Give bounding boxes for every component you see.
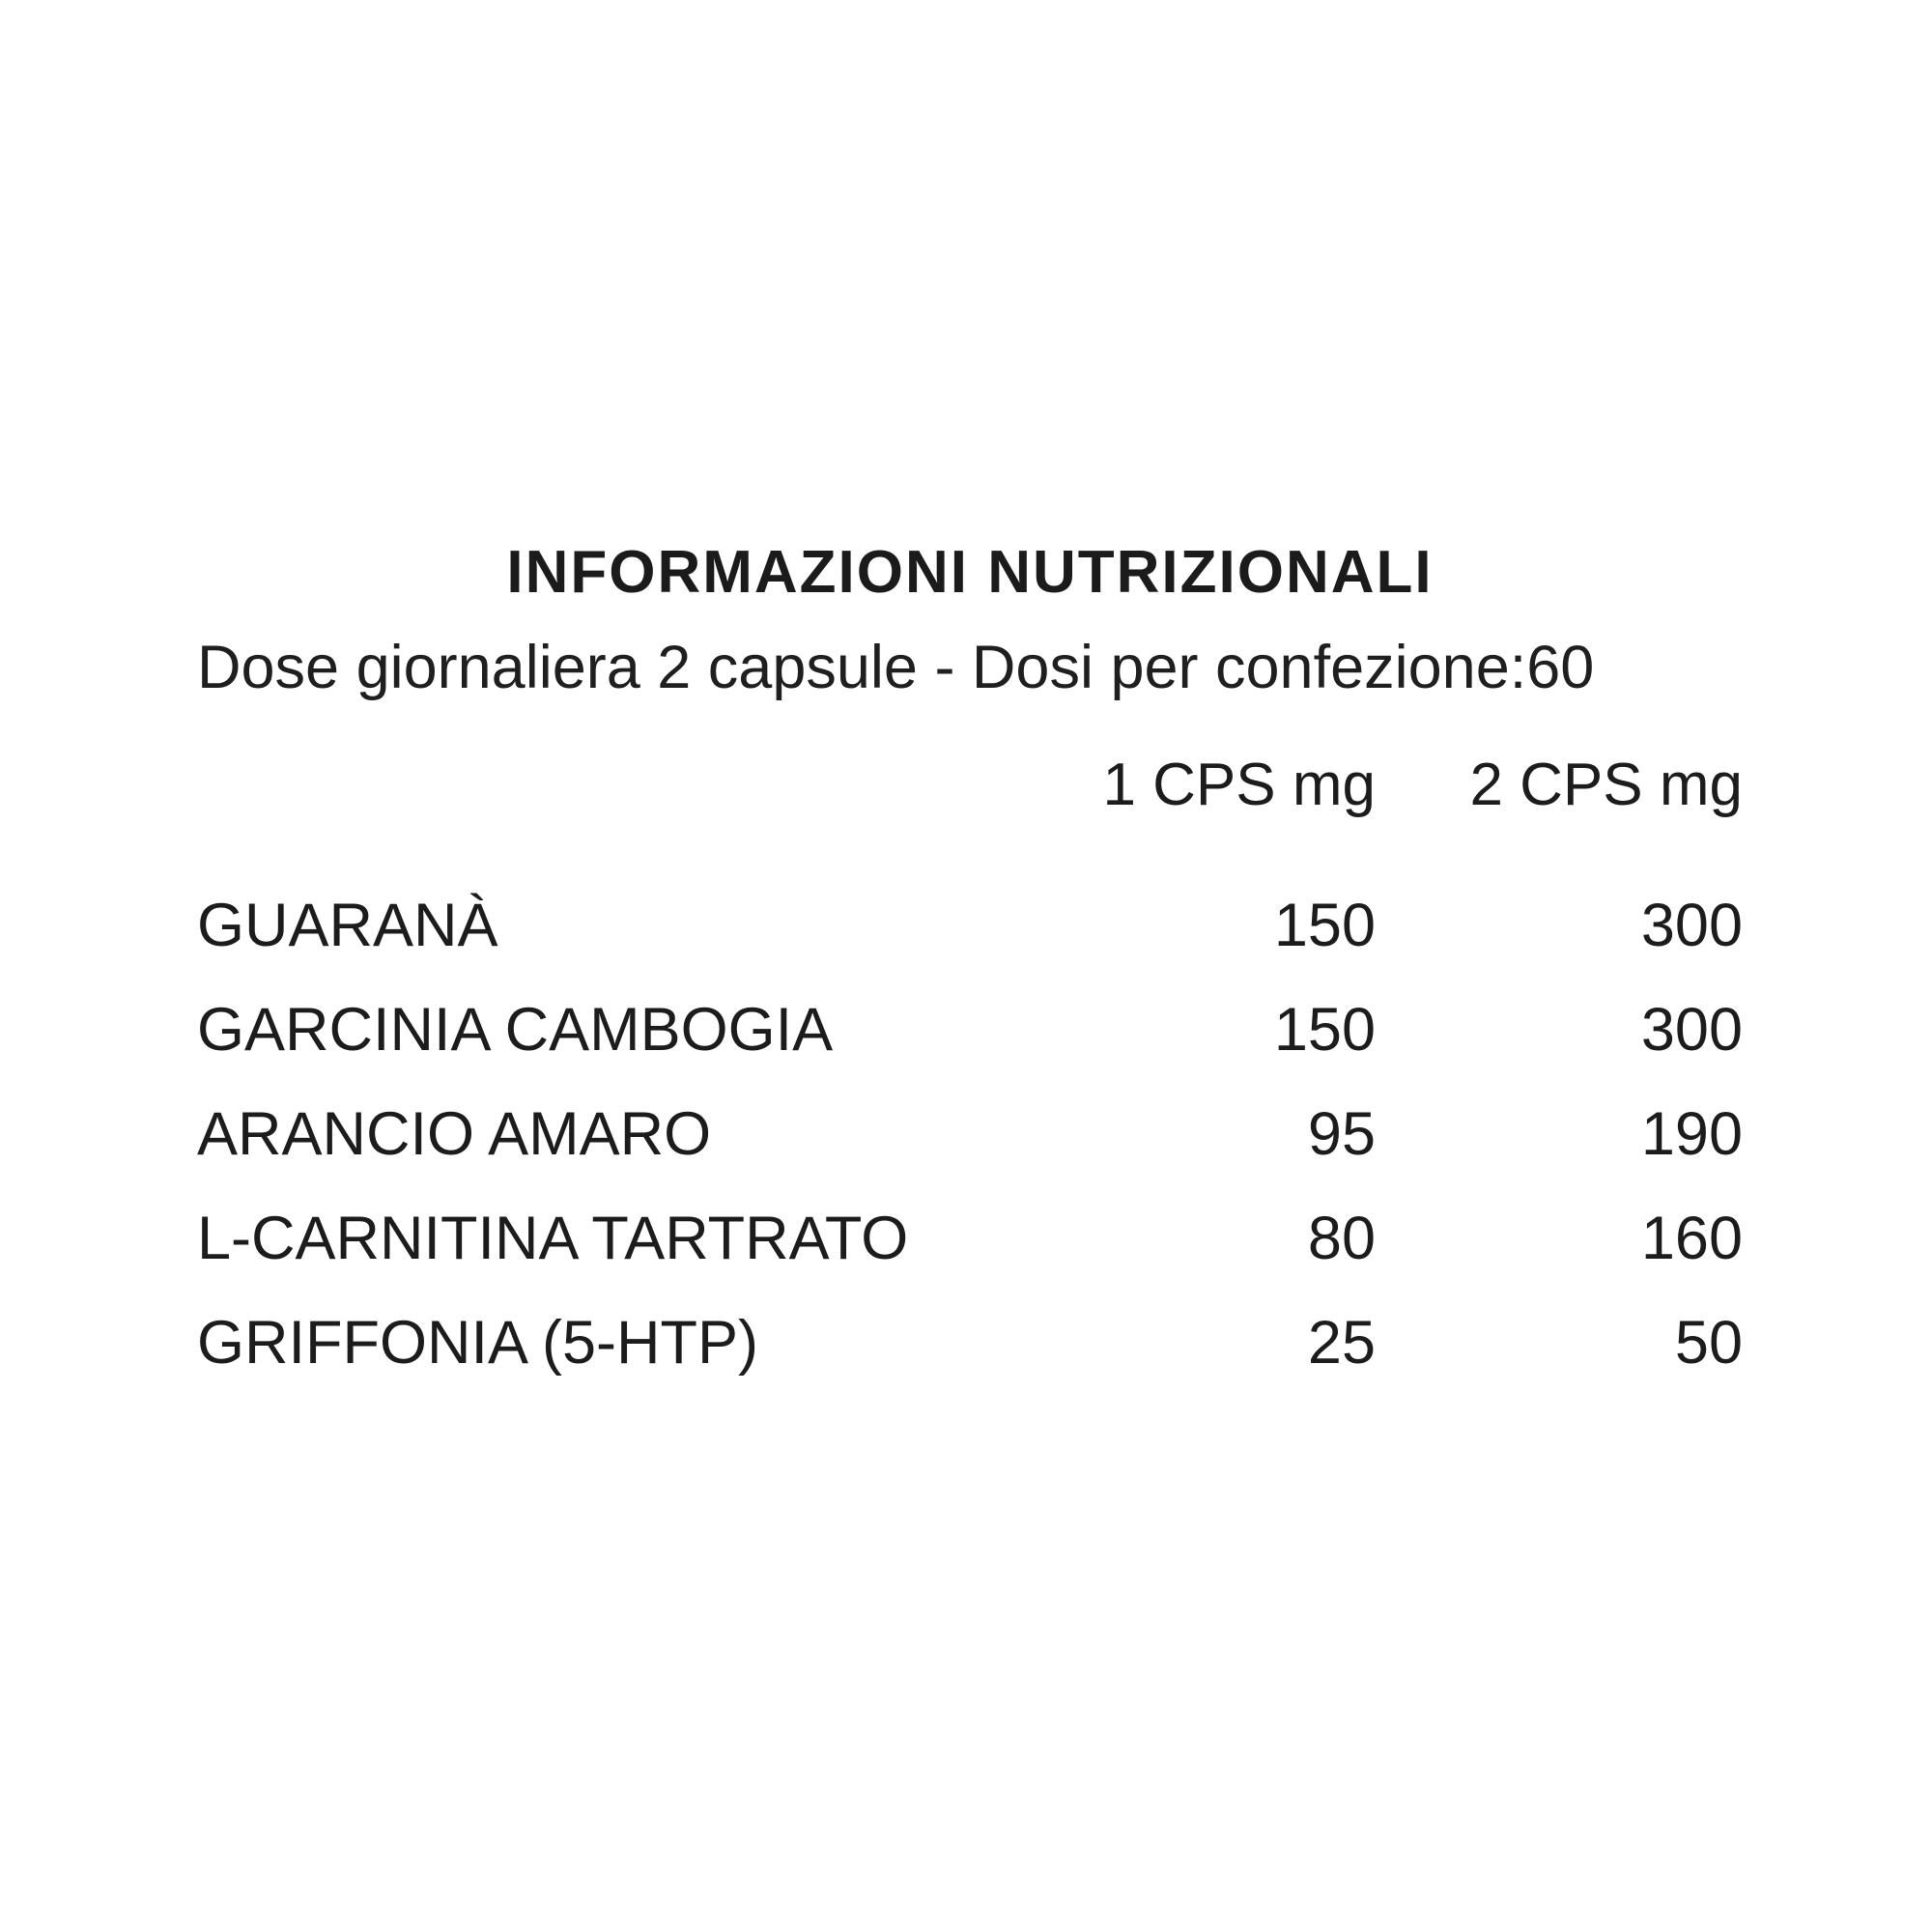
value-1cps: 80 — [1307, 1205, 1376, 1272]
ingredient-name: ARANCIO AMARO — [197, 1100, 712, 1168]
page-title: INFORMAZIONI NUTRIZIONALI — [506, 539, 1434, 606]
ingredient-name: L-CARNITINA TARTRATO — [197, 1205, 909, 1272]
table-row: GRIFFONIA (5-HTP) 25 50 — [197, 1312, 1743, 1374]
column-header-1cps: 1 CPS mg — [1102, 752, 1376, 818]
column-header-2cps: 2 CPS mg — [1469, 752, 1743, 818]
table-row: L-CARNITINA TARTRATO 80 160 — [197, 1208, 1743, 1269]
value-1cps: 95 — [1307, 1100, 1376, 1168]
value-2cps: 300 — [1640, 892, 1743, 959]
table-row: ARANCIO AMARO 95 190 — [197, 1103, 1743, 1165]
dose-subtitle: Dose giornaliera 2 capsule - Dosi per co… — [197, 634, 1595, 701]
table-row: GUARANÀ 150 300 — [197, 895, 1743, 956]
table-header-row: 1 CPS mg 2 CPS mg — [197, 753, 1743, 817]
ingredient-name: GUARANÀ — [197, 892, 498, 959]
nutrition-panel: INFORMAZIONI NUTRIZIONALI Dose giornalie… — [197, 539, 1743, 1375]
value-2cps: 160 — [1640, 1205, 1743, 1272]
ingredient-name: GRIFFONIA (5-HTP) — [197, 1309, 758, 1377]
ingredient-name: GARCINIA CAMBOGIA — [197, 996, 834, 1064]
table-row: GARCINIA CAMBOGIA 150 300 — [197, 999, 1743, 1061]
value-2cps: 300 — [1640, 996, 1743, 1064]
value-1cps: 25 — [1307, 1309, 1376, 1377]
value-2cps: 190 — [1640, 1100, 1743, 1168]
value-1cps: 150 — [1273, 996, 1376, 1064]
value-2cps: 50 — [1674, 1309, 1743, 1377]
value-1cps: 150 — [1273, 892, 1376, 959]
